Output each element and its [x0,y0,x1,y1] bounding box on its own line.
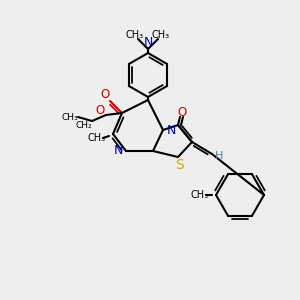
Text: O: O [95,103,105,116]
Text: CH₃: CH₃ [88,133,106,143]
Text: O: O [100,88,109,101]
Text: S: S [176,158,184,172]
Text: CH₃: CH₃ [152,30,170,40]
Text: O: O [177,106,187,119]
Text: CH₃: CH₃ [191,190,209,200]
Text: CH₂: CH₂ [76,121,92,130]
Text: N: N [143,37,153,50]
Text: CH₃: CH₃ [62,112,78,122]
Text: H: H [215,151,223,161]
Text: CH₃: CH₃ [126,30,144,40]
Text: N: N [166,124,176,136]
Text: N: N [113,145,123,158]
